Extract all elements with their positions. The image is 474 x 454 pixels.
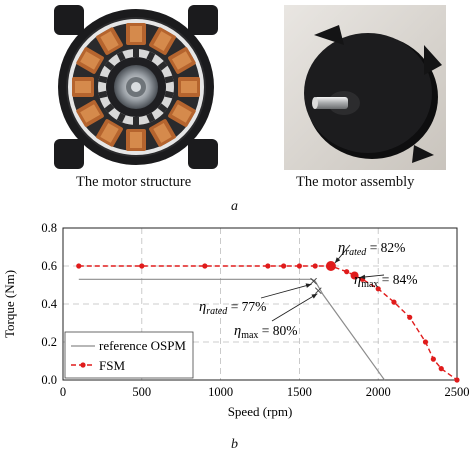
fsm-point — [76, 263, 82, 269]
rotor-tooth — [98, 90, 108, 99]
annotation-arrowhead — [334, 257, 341, 263]
axis-ticks: 0 500 1000 1500 2000 2500 0.0 0.2 0.4 0.6 0.8 — [41, 221, 469, 399]
rotor-tooth — [157, 103, 168, 114]
rotor-tooth — [98, 75, 108, 84]
rotor-tooth — [164, 75, 174, 84]
rotor-tooth — [116, 51, 126, 62]
x-tick-label: 0 — [60, 385, 66, 399]
fsm-curve — [78, 265, 458, 381]
subfigure-label-a: a — [231, 199, 238, 214]
plot-frame — [62, 227, 458, 381]
osm-curve — [78, 278, 385, 381]
legend-box — [64, 331, 194, 379]
fsm-efficiency-point — [350, 271, 359, 280]
stator-coil — [96, 119, 123, 147]
motor-assembly-photo — [284, 5, 446, 170]
fsm-point — [407, 314, 413, 320]
stator-coil — [126, 23, 146, 45]
stator-coil — [149, 119, 176, 147]
stator-coil — [72, 77, 94, 97]
rotor-tooth — [133, 117, 139, 125]
motor-assembly-caption: The motor assembly — [296, 174, 415, 190]
y-tick-label: 0.0 — [41, 373, 57, 387]
rotor-tooth — [164, 90, 174, 99]
x-tick-label: 1000 — [208, 385, 233, 399]
fsm-point — [454, 377, 460, 383]
rotor-tooth — [146, 112, 156, 123]
fsm-point — [202, 263, 208, 269]
y-tick-label: 0.6 — [41, 259, 57, 273]
annotations: ηrated = 82% ηmax = 84% ηrated = 77% ηmax =… — [199, 240, 418, 341]
motor-structure-photo — [48, 5, 224, 170]
series — [76, 261, 460, 383]
motor-structure-caption: The motor structure — [76, 174, 192, 190]
rotor-tooth — [157, 60, 168, 71]
stator-coil — [126, 129, 146, 151]
stator-coil — [96, 27, 123, 55]
stator-coil — [149, 27, 176, 55]
x-tick-label: 2000 — [366, 385, 391, 399]
x-tick-label: 1500 — [287, 385, 312, 399]
fsm-point — [281, 263, 287, 269]
stator-coil — [178, 77, 200, 97]
annotation-arrow — [260, 283, 312, 299]
efficiency-annotation: ηrated = 82% — [338, 240, 405, 258]
stator-coil — [76, 47, 104, 74]
rotor-tooth — [146, 51, 156, 62]
x-tick-label: 500 — [132, 385, 151, 399]
annotation-arrowhead — [359, 274, 366, 280]
fsm-point — [312, 263, 318, 269]
legend-label-fsm: FSM — [99, 358, 125, 373]
efficiency-annotation: ηmax = 80% — [234, 323, 298, 341]
fsm-point — [391, 299, 397, 305]
stator-coil — [168, 100, 196, 127]
stator-coil — [76, 100, 104, 127]
stator-coil — [168, 47, 196, 74]
rotor-tooth — [104, 103, 115, 114]
y-tick-label: 0.2 — [41, 335, 57, 349]
annotation-arrowhead — [311, 293, 318, 299]
osm-efficiency-point — [314, 287, 322, 295]
fsm-point — [265, 263, 271, 269]
y-tick-label: 0.8 — [41, 221, 57, 235]
rotor-tooth — [104, 60, 115, 71]
osm-efficiency-point — [310, 277, 317, 285]
rotor-tooth — [116, 112, 126, 123]
annotation-arrowhead — [305, 283, 312, 288]
efficiency-annotation: ηmax = 84% — [354, 272, 418, 290]
legend-label-osm: reference OSPM — [99, 338, 186, 353]
fsm-point — [438, 366, 444, 372]
x-axis-label: Speed (rpm) — [228, 404, 293, 419]
torque-speed-chart: 0 500 1000 1500 2000 2500 0.0 0.2 0.4 0.6 0.8 ηrat… — [2, 221, 470, 419]
fsm-point — [422, 339, 429, 345]
fsm-point — [430, 356, 436, 362]
annotation-arrow — [271, 293, 318, 322]
fsm-efficiency-point — [325, 261, 336, 271]
y-tick-label: 0.4 — [41, 297, 57, 311]
legend-marker-fsm — [80, 362, 86, 368]
fsm-point — [296, 263, 302, 269]
fsm-point — [375, 286, 381, 292]
fsm-point — [139, 263, 145, 269]
efficiency-annotation: ηrated = 77% — [199, 299, 266, 317]
x-tick-label: 2500 — [445, 385, 470, 399]
rotor-tooth — [133, 49, 139, 57]
subfigure-label-b: b — [231, 437, 238, 452]
legend: reference OSPM FSM — [64, 331, 194, 379]
y-axis-label: Torque (Nm) — [2, 270, 17, 338]
fsm-point — [344, 269, 350, 275]
